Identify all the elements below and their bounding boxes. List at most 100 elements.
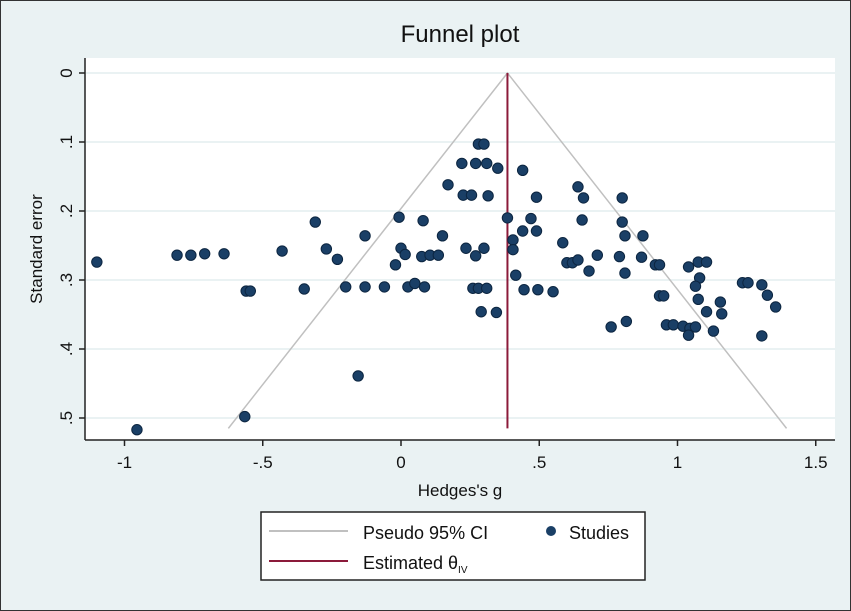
study-point: [399, 248, 411, 261]
study-point: [239, 410, 251, 423]
y-axis-label: Standard error: [27, 194, 46, 304]
study-point: [340, 281, 352, 293]
study-point: [171, 249, 183, 261]
study-point: [530, 225, 543, 237]
legend-estimate-sub: IV: [458, 565, 468, 576]
study-point: [460, 242, 472, 254]
study-point: [761, 289, 774, 301]
y-tick-label: .3: [57, 273, 76, 287]
x-tick-label: .5: [532, 453, 546, 472]
y-ticks: 0 .1 .2 .3 .4 .5: [57, 68, 85, 425]
study-point: [707, 325, 720, 337]
legend-studies-marker: [546, 526, 556, 536]
study-point: [481, 282, 493, 294]
x-tick-label: 1.5: [804, 453, 828, 472]
study-point: [605, 321, 617, 333]
study-point: [481, 157, 493, 170]
study-point: [516, 164, 529, 176]
study-point: [613, 250, 626, 263]
study-point: [507, 243, 519, 256]
legend: Pseudo 95% CI Studies Estimated θIV: [260, 511, 646, 581]
study-point: [518, 283, 530, 296]
study-point: [591, 249, 604, 261]
study-point: [576, 214, 588, 226]
legend-estimate-label: Estimated θ: [363, 553, 458, 573]
x-tick-label: -.5: [253, 453, 273, 472]
study-point: [714, 296, 727, 308]
study-point: [620, 315, 633, 328]
study-point: [616, 216, 628, 228]
study-point: [442, 179, 454, 191]
study-point: [418, 281, 431, 293]
study-point: [619, 267, 631, 279]
study-point: [769, 301, 782, 313]
study-point: [689, 321, 702, 333]
study-point: [572, 254, 584, 266]
study-point: [244, 285, 257, 297]
study-point: [742, 277, 754, 289]
study-point: [700, 256, 713, 268]
study-point: [530, 191, 543, 203]
study-point: [547, 286, 559, 298]
study-point: [469, 157, 482, 170]
study-point: [393, 211, 405, 223]
study-point: [456, 157, 468, 170]
study-point: [475, 306, 487, 318]
legend-estimate-text: Estimated θIV: [363, 553, 468, 576]
study-point: [482, 190, 494, 202]
study-point: [657, 290, 670, 302]
x-tick-label: -1: [117, 453, 132, 472]
study-point: [557, 237, 569, 249]
study-point: [409, 277, 421, 290]
legend-box: [260, 511, 646, 581]
study-point: [525, 212, 537, 225]
gridlines: [86, 72, 835, 419]
study-point: [700, 306, 713, 318]
y-tick-label: .2: [57, 204, 76, 218]
plot-area: [85, 58, 835, 440]
study-point: [716, 308, 728, 320]
study-point: [320, 243, 333, 255]
study-point: [131, 424, 143, 436]
study-point: [298, 283, 310, 295]
study-point: [417, 214, 429, 227]
study-point: [667, 319, 680, 331]
study-point: [682, 261, 695, 273]
study-point: [756, 330, 768, 342]
study-point: [490, 306, 503, 319]
y-tick-label: 0: [57, 68, 76, 77]
legend-ci-label: Pseudo 95% CI: [363, 523, 488, 543]
study-point: [198, 248, 211, 260]
study-point: [91, 256, 103, 268]
study-point: [436, 230, 449, 242]
study-point: [572, 181, 584, 193]
study-point: [492, 162, 504, 174]
study-point: [689, 280, 702, 292]
study-point: [635, 251, 648, 263]
x-ticks: -1 -.5 0 .5 1 1.5: [117, 440, 828, 472]
y-tick-label: .1: [57, 135, 76, 149]
x-axis-label: Hedges's g: [418, 481, 503, 500]
study-point: [276, 245, 288, 257]
study-point: [218, 248, 230, 260]
study-point: [309, 216, 321, 228]
study-point: [331, 253, 344, 265]
study-point: [653, 259, 666, 271]
chart-title: Funnel plot: [401, 21, 520, 48]
study-point: [532, 283, 544, 296]
study-point: [619, 230, 631, 242]
study-point: [432, 249, 445, 261]
study-point: [583, 265, 595, 277]
study-point: [465, 189, 478, 201]
study-point: [359, 281, 371, 293]
study-point: [577, 192, 590, 204]
study-point: [469, 250, 482, 262]
study-point: [378, 281, 391, 293]
study-point: [185, 249, 197, 261]
study-point: [352, 370, 364, 382]
study-point: [510, 269, 522, 281]
x-tick-label: 1: [673, 453, 682, 472]
study-point: [682, 329, 695, 341]
study-point: [507, 234, 519, 246]
